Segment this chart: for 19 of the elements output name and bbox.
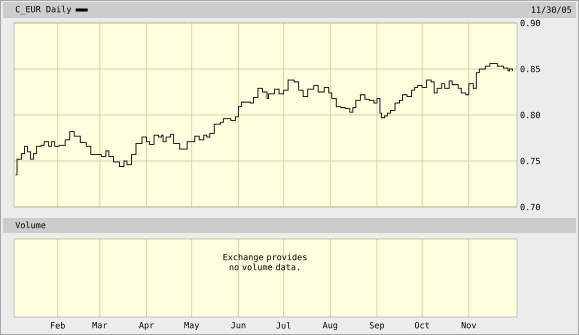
legend-label: C_EUR Daily xyxy=(16,6,72,14)
x-tick-label: Nov xyxy=(462,322,476,328)
x-tick-label: Aug xyxy=(322,322,338,330)
x-tick-label: Sep xyxy=(370,322,384,330)
y2-tick-label: 0.90 xyxy=(520,20,540,26)
x-tick-label: Mar xyxy=(92,322,108,328)
x-tick-label: Apr xyxy=(139,322,154,330)
x-tick-label: Jun xyxy=(231,322,246,328)
text: Exchange provides no volume data. xyxy=(223,254,307,270)
y2-tick-label: 0.70 xyxy=(520,204,540,210)
y2-tick-label: 0.75 xyxy=(520,158,540,164)
x-tick-label: May xyxy=(184,322,200,330)
x-tick-label: Jul xyxy=(276,322,290,329)
y2-tick-label: 0.85 xyxy=(520,66,540,72)
y2-tick-label: 0.80 xyxy=(520,112,540,118)
text: Volume xyxy=(15,222,46,228)
text: 11/30/05 xyxy=(532,6,572,14)
x-tick-label: Feb xyxy=(50,322,65,329)
x-tick-label: Oct xyxy=(414,322,429,328)
